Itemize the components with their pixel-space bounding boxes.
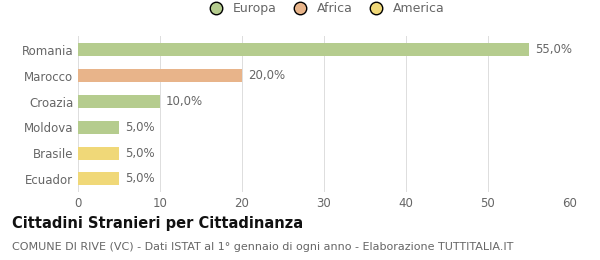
Bar bbox=[78, 172, 119, 185]
Bar bbox=[78, 95, 160, 108]
Text: 5,0%: 5,0% bbox=[125, 172, 154, 185]
Text: Cittadini Stranieri per Cittadinanza: Cittadini Stranieri per Cittadinanza bbox=[12, 216, 303, 231]
Text: 5,0%: 5,0% bbox=[125, 147, 154, 160]
Text: 55,0%: 55,0% bbox=[535, 43, 572, 56]
Bar bbox=[78, 43, 529, 56]
Bar bbox=[78, 147, 119, 160]
Bar bbox=[78, 69, 242, 82]
Text: 5,0%: 5,0% bbox=[125, 121, 154, 134]
Bar bbox=[78, 121, 119, 134]
Legend: Europa, Africa, America: Europa, Africa, America bbox=[201, 0, 447, 18]
Text: COMUNE DI RIVE (VC) - Dati ISTAT al 1° gennaio di ogni anno - Elaborazione TUTTI: COMUNE DI RIVE (VC) - Dati ISTAT al 1° g… bbox=[12, 242, 514, 252]
Text: 20,0%: 20,0% bbox=[248, 69, 285, 82]
Text: 10,0%: 10,0% bbox=[166, 95, 203, 108]
